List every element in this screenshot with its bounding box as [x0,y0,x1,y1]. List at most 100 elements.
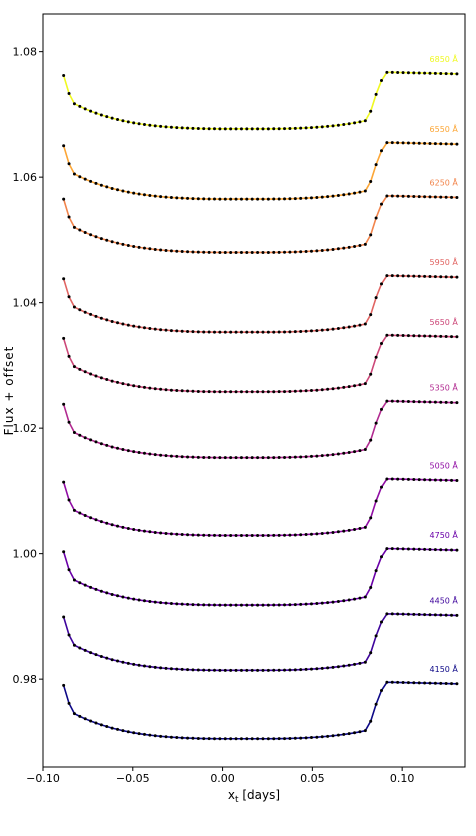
data-point [105,521,109,525]
data-point [428,681,432,685]
data-point [142,246,146,250]
data-point [385,194,389,198]
data-point [234,250,238,254]
data-point [336,530,340,534]
data-point [212,127,216,131]
data-point [99,589,103,593]
data-point [277,668,281,672]
data-point [175,602,179,606]
data-point [105,238,109,242]
data-point [180,533,184,537]
series-label: 4450 Å [430,594,459,605]
data-point [212,197,216,201]
data-point [229,197,233,201]
data-point [191,330,195,334]
data-point [202,390,206,394]
data-point [315,388,319,392]
data-point [374,702,378,706]
data-point [110,445,114,449]
data-point [116,241,120,245]
data-point [353,324,357,328]
data-point [315,735,319,739]
data-point [380,202,383,206]
data-point [396,477,400,481]
x-axis: −0.10 −0.05 0.00 0.05 0.10 [26,767,414,785]
series-7: 6250 Å [62,176,458,254]
data-point [336,386,340,390]
data-point [293,533,297,537]
data-point [293,126,297,130]
data-point [223,533,227,537]
data-point [191,668,195,672]
data-point [315,249,319,253]
data-point [358,190,362,194]
x-axis-label-units: [days] [239,788,281,802]
series-label: 5050 Å [430,459,459,470]
data-point [132,244,136,248]
data-point [277,197,281,201]
data-point [261,390,265,394]
data-point [342,246,346,250]
data-point [266,127,270,131]
data-point [439,613,443,617]
data-point [121,119,125,123]
data-point [239,737,243,741]
data-point [309,602,313,606]
data-point [99,520,103,524]
data-point [299,250,303,254]
data-point [94,653,98,657]
data-point [358,243,362,247]
data-point [169,667,173,671]
data-point [439,71,443,75]
data-point [390,612,394,616]
data-point [433,478,437,482]
data-point [72,643,76,647]
data-point [299,533,303,537]
data-point [142,326,146,330]
data-point [186,196,190,200]
data-point [180,602,184,606]
data-point [369,233,373,237]
data-point [261,127,265,131]
data-point [142,732,146,736]
data-point [132,191,136,195]
data-point [358,661,362,665]
data-point [89,438,93,442]
data-point [212,330,216,334]
data-point [320,531,324,535]
data-point [342,326,346,330]
data-point [121,189,125,193]
data-point [423,141,427,145]
data-point [406,681,410,685]
data-point [218,330,222,334]
data-point [223,737,227,741]
data-point [417,71,421,75]
data-point [261,533,265,537]
data-point [455,478,459,482]
data-point [175,667,179,671]
data-point [83,717,87,721]
data-point [304,389,308,393]
data-point [121,660,125,664]
data-point [121,242,125,246]
data-point [234,603,238,607]
data-point [175,736,179,740]
data-point [126,323,130,327]
series-label: 5650 Å [430,316,459,327]
data-point [320,735,324,739]
data-point [153,124,157,128]
data-point [186,455,190,459]
data-point [304,736,308,740]
data-point [455,613,459,617]
data-point [315,532,319,536]
data-point [110,726,114,730]
data-point [159,195,163,199]
data-point [245,533,249,537]
data-point [94,587,98,591]
data-point [78,581,82,585]
data-point [72,431,76,435]
data-point [304,126,308,130]
data-point [304,533,308,537]
data-point [78,714,82,718]
data-point [256,330,260,334]
